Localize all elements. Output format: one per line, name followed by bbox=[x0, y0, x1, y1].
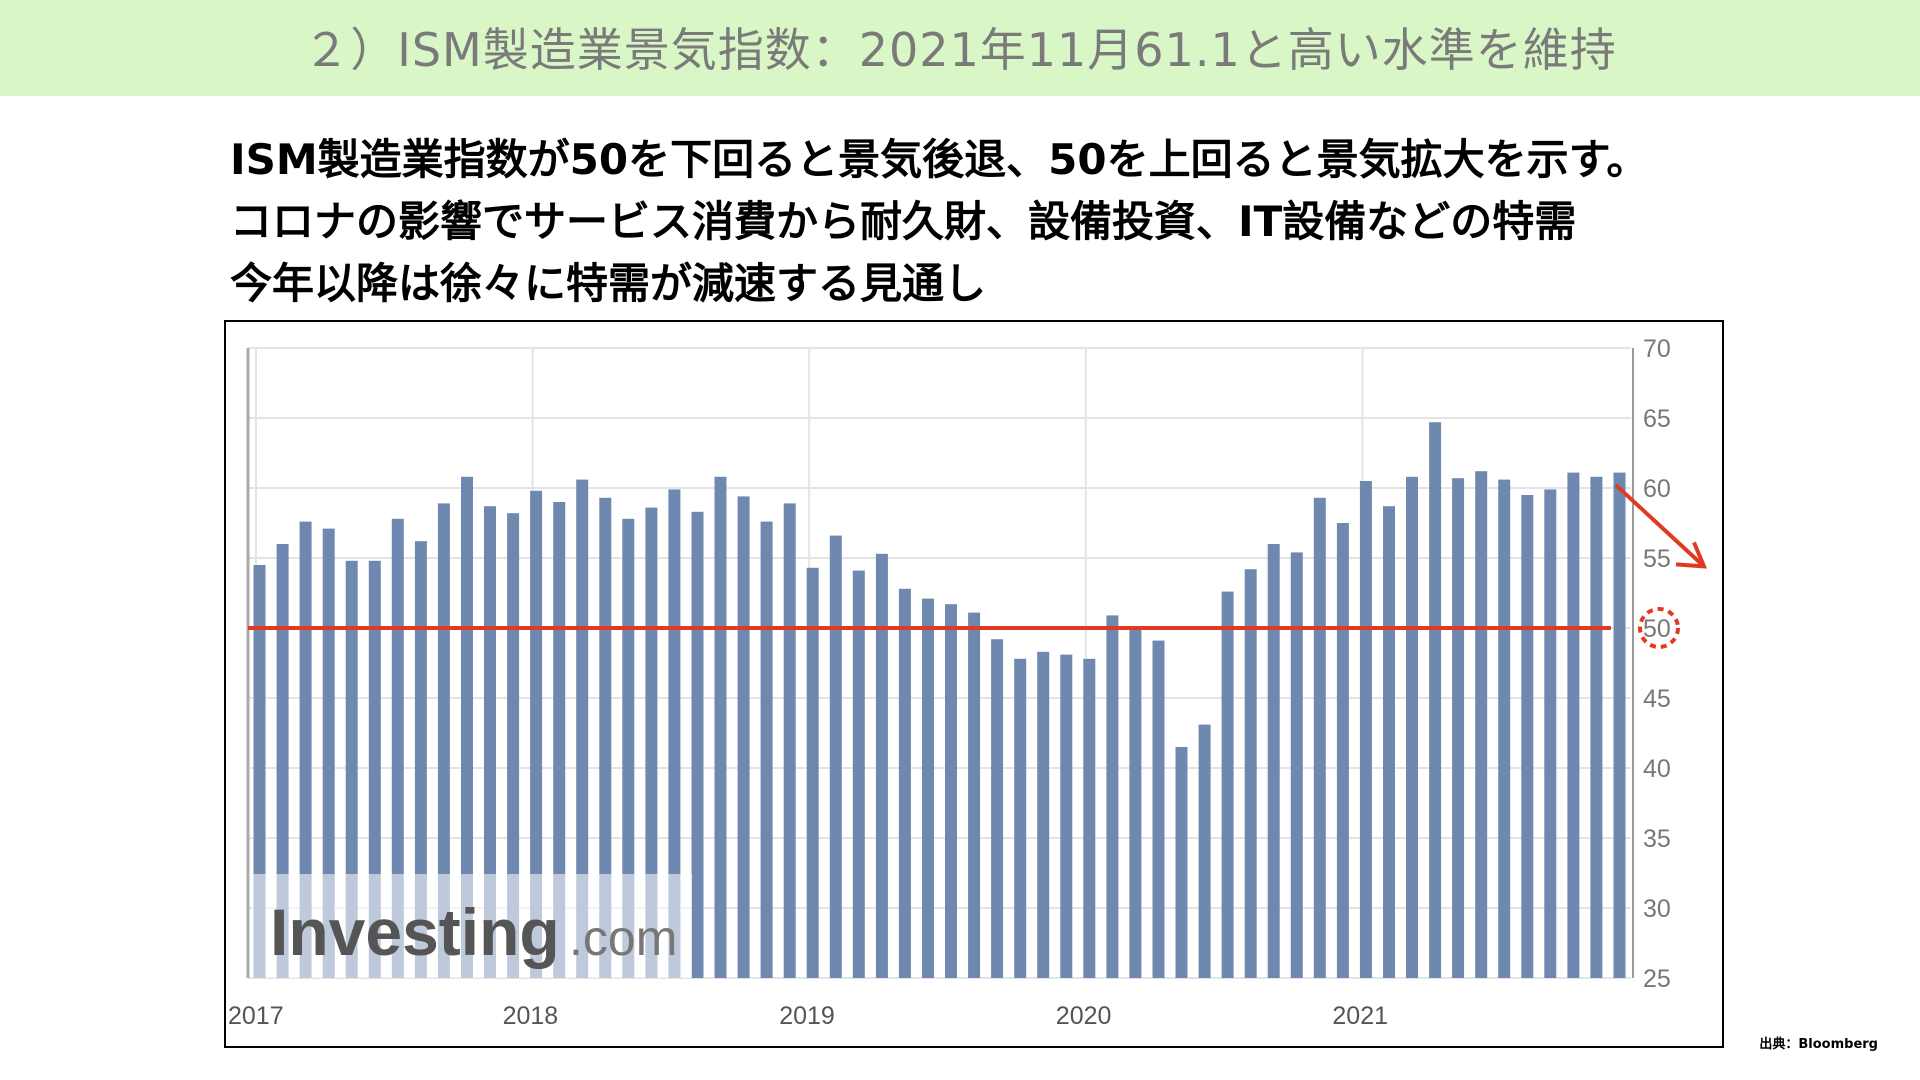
chart-bar bbox=[875, 553, 888, 978]
trend-arrow-shaft bbox=[1614, 483, 1706, 568]
y-tick-label: 70 bbox=[1643, 335, 1671, 363]
chart-bar bbox=[622, 518, 635, 978]
x-tick-label: 2019 bbox=[779, 1002, 835, 1030]
source-note: 出典：Bloomberg bbox=[1759, 1037, 1878, 1052]
chart-bar bbox=[1521, 495, 1534, 978]
chart-bar bbox=[322, 528, 335, 978]
headline-line-2: コロナの影響でサービス消費から耐久財、設備投資、IT設備などの特需 bbox=[230, 197, 1577, 246]
chart-bar bbox=[484, 506, 496, 978]
headline-line-3: 今年以降は徐々に特需が減速する見通し bbox=[230, 259, 987, 308]
chart-bar bbox=[1406, 476, 1418, 978]
chart-bar bbox=[1359, 481, 1372, 978]
chart-bar bbox=[530, 490, 543, 978]
headline-line-1: ISM製造業指数が50を下回ると景気後退、50を上回ると景気拡大を示す。 bbox=[230, 135, 1649, 184]
chart-bar bbox=[553, 502, 566, 978]
chart-bar bbox=[276, 544, 289, 978]
chart-bar bbox=[1475, 471, 1488, 978]
chart-bar bbox=[1129, 626, 1142, 978]
y-tick-label: 60 bbox=[1643, 475, 1671, 503]
chart-bar bbox=[1429, 422, 1442, 978]
chart-bar bbox=[1336, 523, 1349, 978]
chart-bar bbox=[737, 496, 750, 978]
chart-bar bbox=[1244, 569, 1257, 978]
chart-bar bbox=[461, 476, 473, 978]
x-tick-label: 2021 bbox=[1332, 1002, 1388, 1030]
y-tick-label: 25 bbox=[1643, 965, 1671, 993]
ism-bar-chart: Investing .com 25 30 35 40 45 50 55 60 65 70 2017 201… bbox=[228, 335, 1708, 1030]
chart-bar bbox=[898, 588, 911, 978]
chart-bar bbox=[1060, 654, 1073, 978]
chart-bar bbox=[391, 518, 404, 978]
chart-bar bbox=[783, 503, 796, 978]
chart-bar bbox=[576, 479, 589, 978]
chart-bar bbox=[437, 503, 450, 978]
y-tick-label: 35 bbox=[1643, 825, 1671, 853]
chart-bar bbox=[1175, 747, 1188, 978]
chart-bar bbox=[1544, 489, 1557, 978]
chart-bar bbox=[922, 598, 934, 978]
chart-bar bbox=[1498, 479, 1511, 978]
slide-title: ２）ISM製造業景気指数：2021年11月61.1と高い水準を維持 bbox=[303, 23, 1617, 77]
chart-bar bbox=[691, 511, 704, 978]
chart-bar bbox=[760, 521, 773, 978]
chart-bar bbox=[1452, 478, 1465, 978]
chart-bar bbox=[852, 570, 865, 978]
chart-bar bbox=[645, 507, 658, 978]
chart-bar bbox=[1198, 724, 1211, 978]
x-tick-label: 2017 bbox=[228, 1002, 284, 1030]
x-tick-label: 2018 bbox=[503, 1002, 559, 1030]
chart-bar bbox=[1083, 658, 1096, 978]
chart-bar bbox=[1221, 591, 1234, 978]
chart-bar bbox=[1037, 651, 1050, 978]
chart-bar bbox=[299, 521, 312, 978]
y-tick-label: 50 bbox=[1643, 615, 1671, 643]
chart-bar bbox=[968, 612, 981, 978]
chart-bar bbox=[806, 567, 819, 978]
chart-bar bbox=[1613, 472, 1626, 978]
chart-bar bbox=[1567, 472, 1580, 978]
chart-bar bbox=[414, 541, 427, 978]
watermark-backdrop bbox=[252, 874, 692, 978]
chart-bar bbox=[1014, 658, 1027, 978]
chart-bar bbox=[1383, 506, 1395, 978]
chart-bar bbox=[1290, 552, 1303, 978]
chart-bar bbox=[599, 497, 612, 978]
watermark-logo-suffix: .com bbox=[569, 910, 677, 966]
chart-bar bbox=[1590, 476, 1603, 978]
chart-bar bbox=[668, 489, 681, 978]
chart-bar bbox=[1152, 640, 1165, 978]
watermark-logo: Investing bbox=[270, 895, 560, 969]
chart-bar bbox=[345, 560, 358, 978]
trend-arrow-head bbox=[1675, 541, 1708, 569]
chart-bar bbox=[829, 535, 842, 978]
title-band bbox=[0, 0, 1920, 96]
chart-bar bbox=[507, 513, 520, 978]
chart-bar bbox=[945, 604, 957, 978]
x-tick-label: 2020 bbox=[1056, 1002, 1112, 1030]
chart-bar bbox=[1106, 615, 1119, 978]
y-tick-label: 55 bbox=[1643, 545, 1671, 573]
chart-bar bbox=[1267, 544, 1280, 978]
chart-bar bbox=[991, 639, 1004, 978]
chart-frame: Investing .com 25 30 35 40 45 50 55 60 65 70 2017 201… bbox=[224, 320, 1724, 1048]
y-tick-label: 30 bbox=[1643, 895, 1671, 923]
chart-bar bbox=[714, 476, 727, 978]
y-tick-label: 40 bbox=[1643, 755, 1671, 783]
chart-bar bbox=[368, 560, 381, 978]
y-tick-label: 45 bbox=[1643, 685, 1671, 713]
threshold-circle bbox=[1638, 607, 1680, 649]
chart-bar bbox=[1313, 497, 1326, 978]
y-tick-label: 65 bbox=[1643, 405, 1671, 433]
